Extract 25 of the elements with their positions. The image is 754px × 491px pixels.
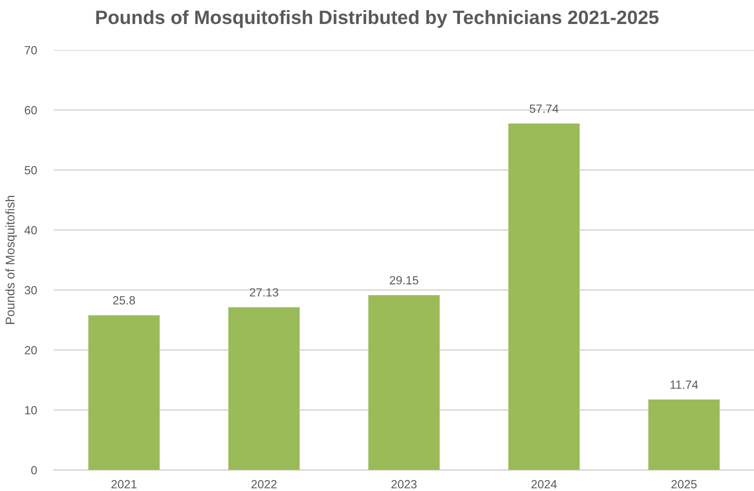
data-label: 57.74 xyxy=(530,104,558,113)
bar xyxy=(228,307,300,470)
x-tick-label: 2022 xyxy=(251,480,277,488)
data-label: 11.74 xyxy=(670,380,698,389)
x-tick-label: 2024 xyxy=(531,480,557,488)
y-tick-label: 50 xyxy=(24,166,37,174)
chart-title: Pounds of Mosquitofish Distributed by Technicians 2021-2025 xyxy=(96,10,659,28)
data-label: 27.13 xyxy=(250,288,278,297)
x-tick-label: 2021 xyxy=(111,480,137,488)
x-tick-label: 2025 xyxy=(671,480,697,488)
y-axis-title: Pounds of Mosquitofish xyxy=(5,196,17,324)
y-tick-label: 60 xyxy=(24,106,37,114)
data-label: 25.8 xyxy=(113,296,135,305)
y-tick-label: 10 xyxy=(25,406,37,414)
y-tick-label: 70 xyxy=(24,46,37,54)
bar xyxy=(508,124,580,470)
bar xyxy=(368,295,440,470)
data-label: 29.15 xyxy=(390,276,418,284)
y-tick-label: 40 xyxy=(24,226,37,234)
y-tick-label: 20 xyxy=(24,346,37,354)
x-tick-label: 2023 xyxy=(391,480,417,488)
bar xyxy=(88,315,160,470)
y-tick-label: 0 xyxy=(31,466,37,474)
bar xyxy=(648,400,720,470)
y-tick-label: 30 xyxy=(24,286,37,294)
